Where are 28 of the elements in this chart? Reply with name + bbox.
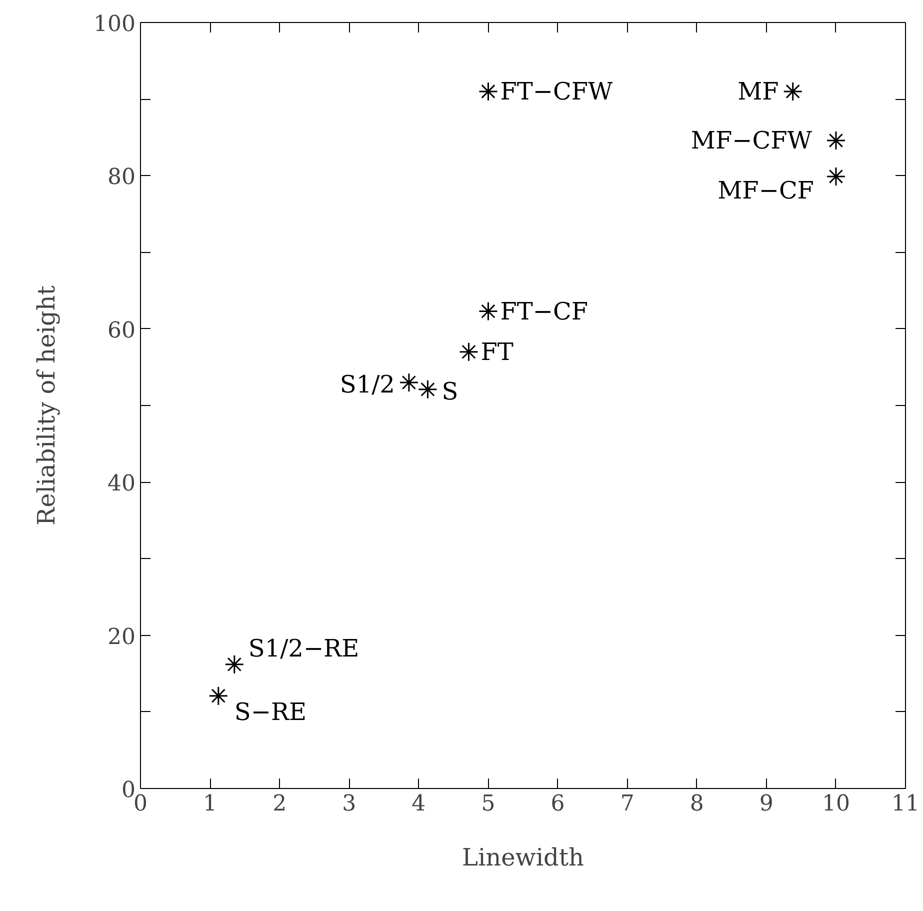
x-tick-label: 1 <box>203 792 218 816</box>
y-tick-label: 80 <box>108 165 136 190</box>
annotation: MF <box>738 77 779 106</box>
annotation: FT−CFW <box>500 77 614 106</box>
x-tick-label: 5 <box>481 792 496 816</box>
x-axis-title: Linewidth <box>462 844 584 872</box>
annotation: MF−CF <box>718 176 814 204</box>
x-tick-label: 2 <box>272 792 287 816</box>
y-tick-label: 60 <box>108 318 136 344</box>
annotation: FT <box>480 338 514 366</box>
annotation: S <box>442 377 458 406</box>
x-tick-label: 9 <box>759 792 774 816</box>
y-axis-title: Reliability of height <box>32 285 61 526</box>
x-tick-label: 4 <box>412 792 426 816</box>
x-tick-label: 7 <box>620 792 634 816</box>
y-tick-label: 100 <box>94 12 136 37</box>
x-tick-label: 10 <box>822 792 850 816</box>
annotation: S1/2−RE <box>248 634 360 662</box>
annotation: FT−CF <box>500 297 588 326</box>
y-tick-label: 20 <box>108 624 136 650</box>
y-tick-label: 40 <box>108 472 136 497</box>
annotation: MF−CFW <box>690 126 812 154</box>
annotation: S1/2 <box>340 370 395 399</box>
x-tick-label: 11 <box>892 792 920 816</box>
x-tick-label: 6 <box>550 792 565 816</box>
x-tick-label: 8 <box>690 792 704 816</box>
annotation: S−RE <box>234 698 307 726</box>
x-tick-label: 3 <box>342 792 356 816</box>
